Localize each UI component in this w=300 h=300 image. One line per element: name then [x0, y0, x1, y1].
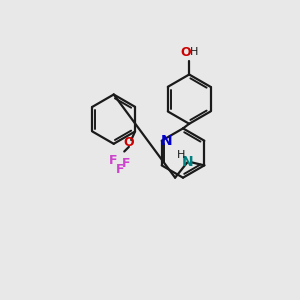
Text: N: N — [182, 155, 193, 169]
Text: N: N — [160, 134, 172, 148]
Text: O: O — [124, 136, 134, 149]
Text: F: F — [116, 164, 124, 176]
Text: F: F — [109, 154, 118, 167]
Text: H: H — [177, 150, 185, 160]
Text: H: H — [190, 47, 199, 57]
Text: F: F — [122, 157, 130, 170]
Text: O: O — [180, 46, 190, 59]
